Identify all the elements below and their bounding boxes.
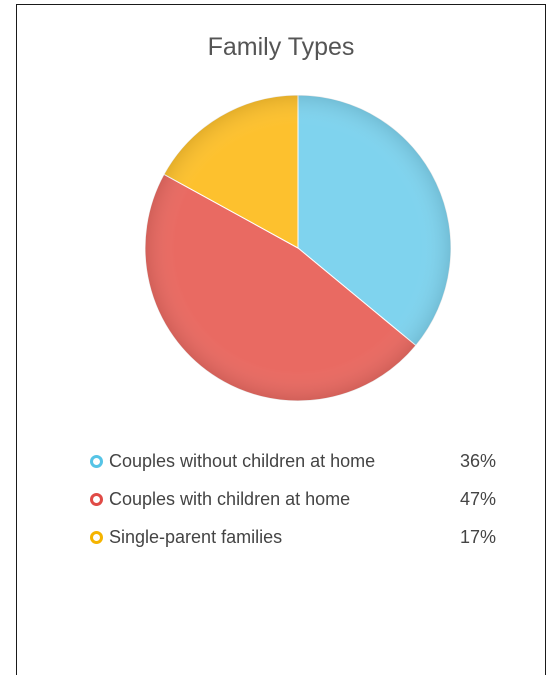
- legend-label: Single-parent families: [109, 527, 283, 547]
- legend-value: 17%: [460, 527, 497, 547]
- legend-item[interactable]: Single-parent families 17%: [90, 527, 510, 565]
- legend-item[interactable]: Couples without children at home 36%: [90, 451, 510, 489]
- pie-chart: [144, 94, 452, 402]
- chart-title: Family Types: [207, 33, 355, 61]
- legend-label: Couples with children at home: [109, 489, 351, 509]
- legend-marker-icon: [90, 493, 103, 506]
- chart-card: Family Types Couples without children at…: [16, 4, 546, 675]
- legend-marker-icon: [90, 531, 103, 544]
- legend-value: 47%: [460, 489, 497, 509]
- legend-value: 36%: [460, 451, 497, 471]
- legend-item[interactable]: Couples with children at home 47%: [90, 489, 510, 527]
- legend-label: Couples without children at home: [109, 451, 376, 471]
- legend-marker-icon: [90, 455, 103, 468]
- legend: Couples without children at home 36% Cou…: [90, 451, 510, 565]
